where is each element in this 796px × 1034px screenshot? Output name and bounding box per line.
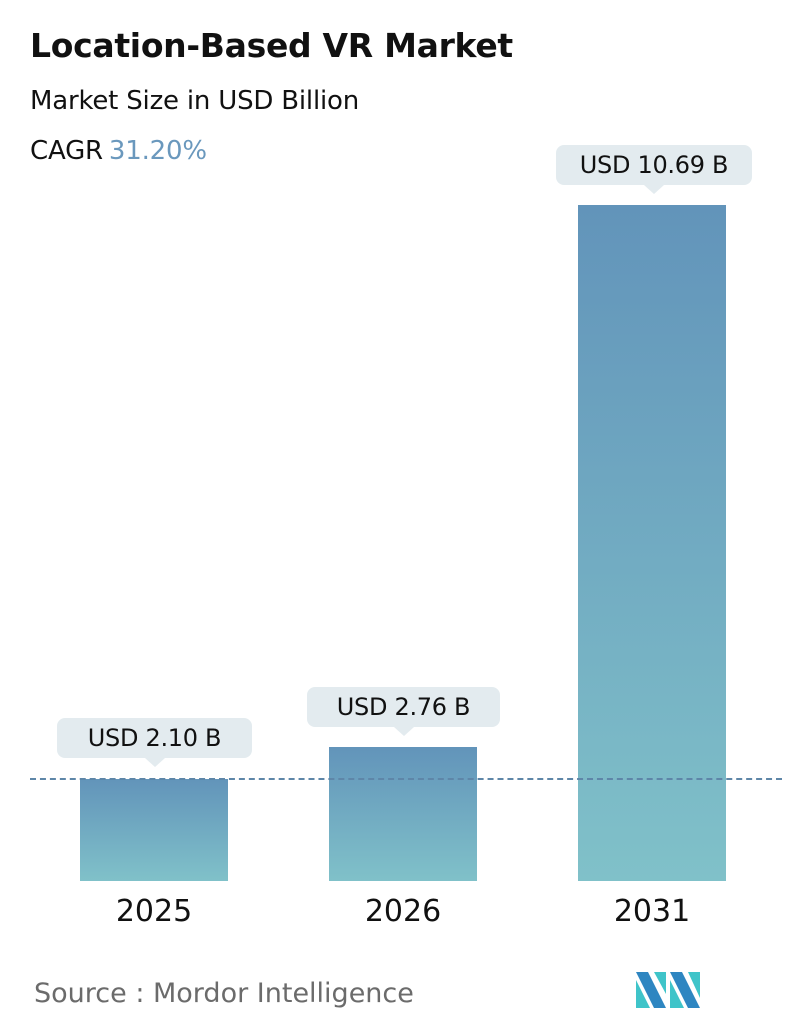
x-axis-label-2026: 2026 bbox=[364, 894, 442, 929]
bar-chart: USD 2.10 B USD 2.76 B USD 10.69 B 2025 2… bbox=[30, 145, 782, 929]
cagr-value: 31.20% bbox=[108, 136, 207, 166]
x-axis-label-2025: 2025 bbox=[115, 894, 193, 929]
data-label-2031: USD 10.69 B bbox=[556, 145, 752, 194]
data-label-2026: USD 2.76 B bbox=[307, 687, 500, 736]
bar-2025 bbox=[80, 779, 228, 881]
mordor-intelligence-logo-icon bbox=[636, 972, 700, 1008]
cagr-line: CAGR 31.20% bbox=[30, 136, 207, 166]
chart-subtitle: Market Size in USD Billion bbox=[30, 86, 359, 116]
reference-dashed-line bbox=[30, 778, 782, 780]
bar-2026 bbox=[329, 747, 477, 881]
source-text: Source : Mordor Intelligence bbox=[34, 978, 414, 1009]
bar-2031 bbox=[578, 205, 726, 881]
data-label-2025: USD 2.10 B bbox=[57, 718, 252, 767]
cagr-label: CAGR bbox=[30, 136, 103, 166]
chart-title: Location-Based VR Market bbox=[30, 26, 513, 65]
x-axis-label-2031: 2031 bbox=[613, 894, 691, 929]
